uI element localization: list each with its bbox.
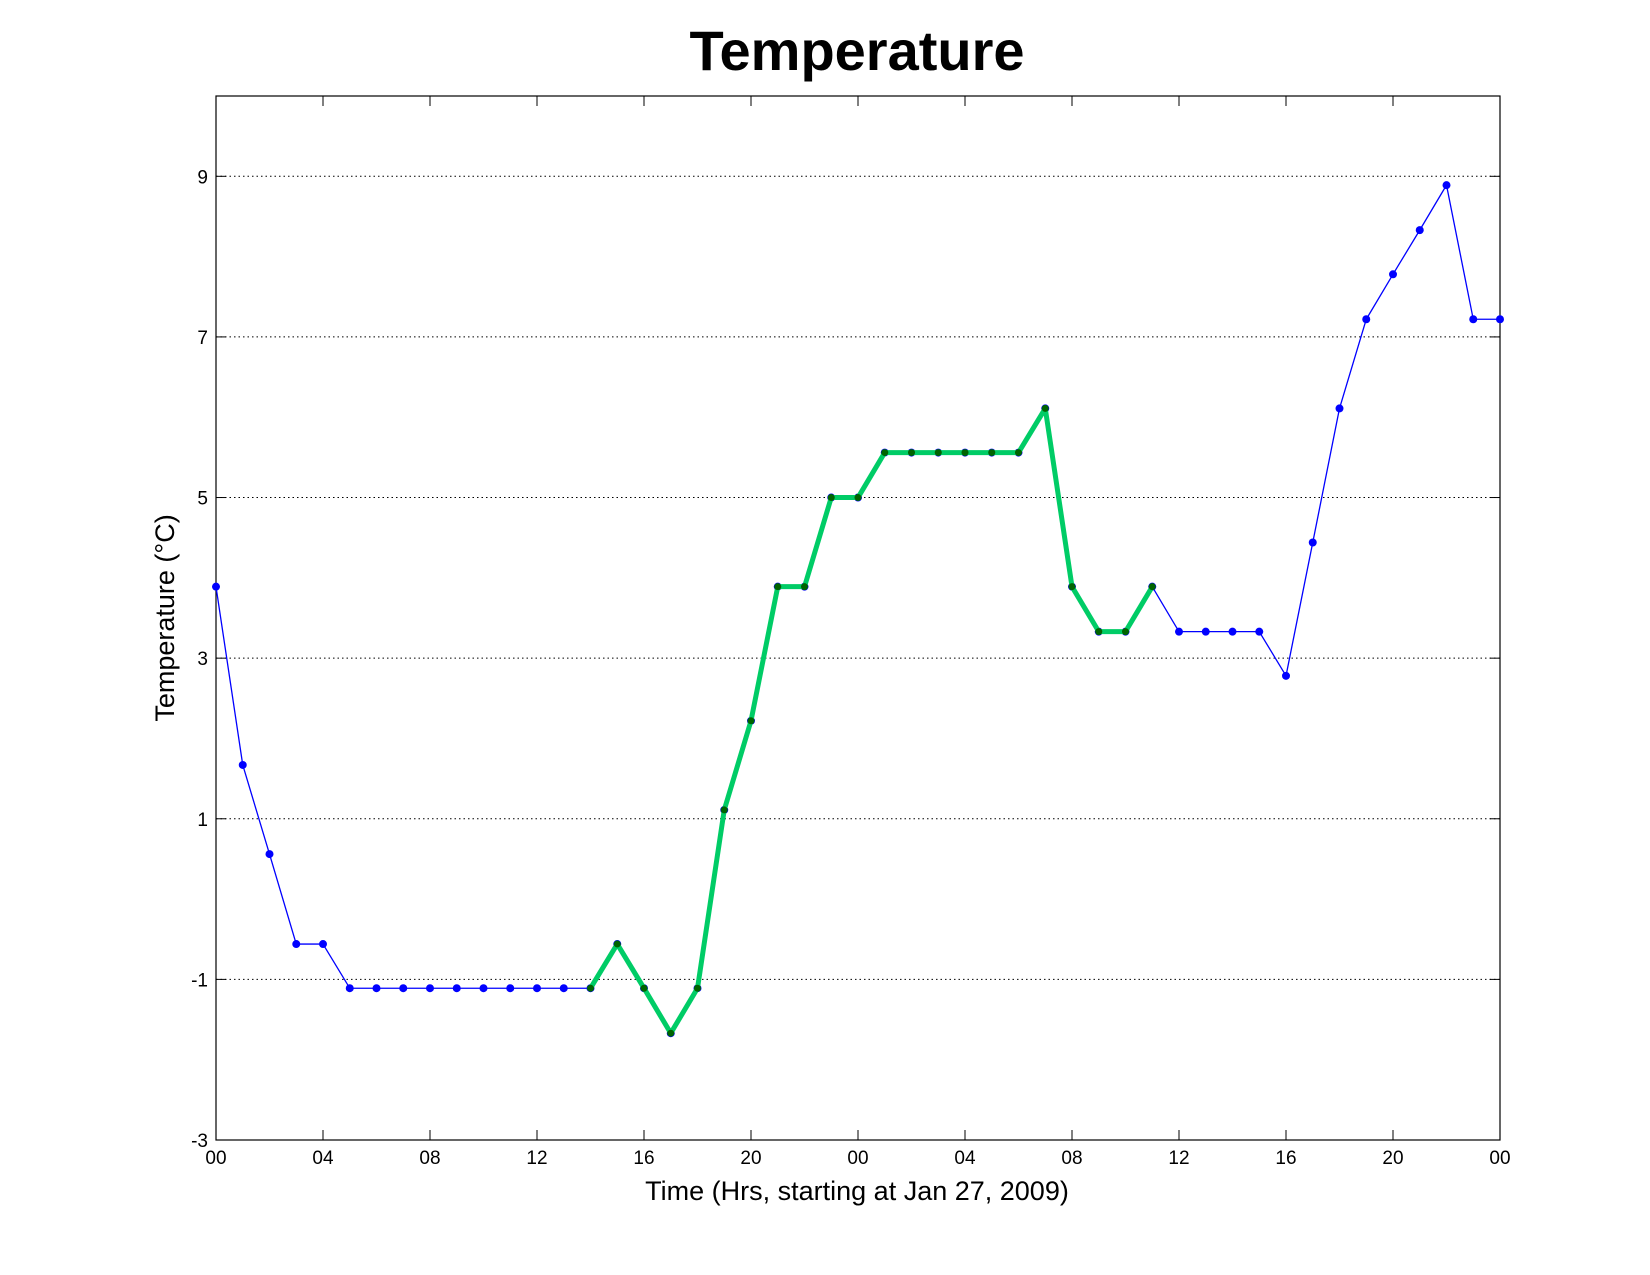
x-tick-label: 04	[954, 1148, 976, 1169]
series-1-point	[265, 850, 274, 859]
series-1-point	[319, 940, 327, 949]
series-2-point	[961, 449, 969, 457]
series-1-point	[1255, 627, 1264, 636]
y-axis-label: Temperature (°C)	[150, 514, 180, 721]
series-1-point	[1362, 315, 1371, 324]
y-tick-label: -3	[191, 1131, 208, 1152]
grid-lines	[216, 175, 1500, 980]
x-tick-label: 08	[419, 1148, 440, 1169]
series-1-point	[1282, 671, 1290, 680]
x-axis-label: Time (Hrs, starting at Jan 27, 2009)	[645, 1176, 1069, 1206]
y-tick-label: 5	[197, 489, 208, 510]
data-series	[212, 181, 1504, 1038]
series-2-point	[801, 583, 808, 591]
series-2-point	[774, 583, 782, 591]
x-tick-label: 12	[526, 1148, 547, 1169]
series-1-point	[559, 984, 568, 993]
series-2-point	[988, 449, 996, 457]
series-2-point	[908, 449, 915, 457]
series-1-point	[1201, 627, 1210, 636]
series-2-point	[827, 494, 835, 502]
series-line-2	[588, 405, 1155, 1036]
series-1-point	[345, 984, 354, 993]
series-1-point	[1308, 538, 1317, 547]
x-tick-label: 08	[1061, 1148, 1082, 1169]
series-1-point	[1415, 226, 1424, 235]
series-1-point	[426, 984, 434, 993]
series-1-point	[452, 984, 461, 993]
y-tick-label: 1	[197, 810, 208, 831]
x-tick-label: 00	[847, 1148, 868, 1169]
series-2-point	[720, 806, 728, 814]
series-1-point	[1442, 181, 1451, 190]
series-2-point	[854, 494, 862, 502]
axis-ticks: -3 -1 1 3 5 7 9 00 04 08 12 16 20 00 04 08 12 16 20 00	[191, 96, 1511, 1169]
series-1-point	[1175, 627, 1183, 636]
series-1-point	[533, 984, 541, 993]
series-1-point	[1228, 627, 1237, 636]
y-tick-label: 9	[197, 167, 208, 188]
series-1-point	[372, 984, 381, 993]
x-tick-label: 20	[1382, 1148, 1403, 1169]
series-1-point	[238, 760, 247, 769]
series-2-point	[881, 449, 889, 457]
series-1-point	[292, 940, 301, 949]
chart-title: Temperature	[689, 19, 1024, 82]
y-tick-label: -1	[191, 970, 208, 991]
series-2-point	[1015, 449, 1022, 457]
x-tick-label: 00	[205, 1148, 226, 1169]
series-2-point	[1148, 583, 1156, 591]
series-1-point	[212, 582, 220, 591]
series-2-point	[613, 940, 621, 948]
series-1-point	[1335, 404, 1344, 413]
series-1-point	[1389, 270, 1397, 279]
y-tick-label: 3	[197, 649, 208, 670]
series-2-point	[640, 984, 648, 992]
series-2-point	[747, 717, 755, 725]
series-2-point	[587, 984, 594, 992]
series-2-point	[667, 1029, 675, 1037]
plot-area-frame	[215, 95, 1501, 1141]
x-tick-label: 16	[1275, 1148, 1296, 1169]
series-1-point	[1496, 315, 1504, 324]
x-tick-label: 20	[740, 1148, 761, 1169]
series-2-point	[694, 984, 701, 992]
x-tick-label: 04	[312, 1148, 334, 1169]
series-1-point	[479, 984, 488, 993]
series-2-point	[1041, 404, 1049, 412]
x-tick-label: 12	[1168, 1148, 1189, 1169]
y-tick-label: 7	[197, 328, 208, 349]
x-tick-label: 00	[1489, 1148, 1510, 1169]
series-1-point	[506, 984, 515, 993]
series-line-1	[215, 184, 1500, 1034]
series-2-point	[934, 449, 942, 457]
x-tick-label: 16	[633, 1148, 654, 1169]
series-1-point	[399, 984, 408, 993]
series-2-point	[1068, 583, 1076, 591]
series-2-point	[1095, 628, 1103, 636]
series-1-point	[1469, 315, 1478, 324]
series-2-point	[1122, 628, 1129, 636]
